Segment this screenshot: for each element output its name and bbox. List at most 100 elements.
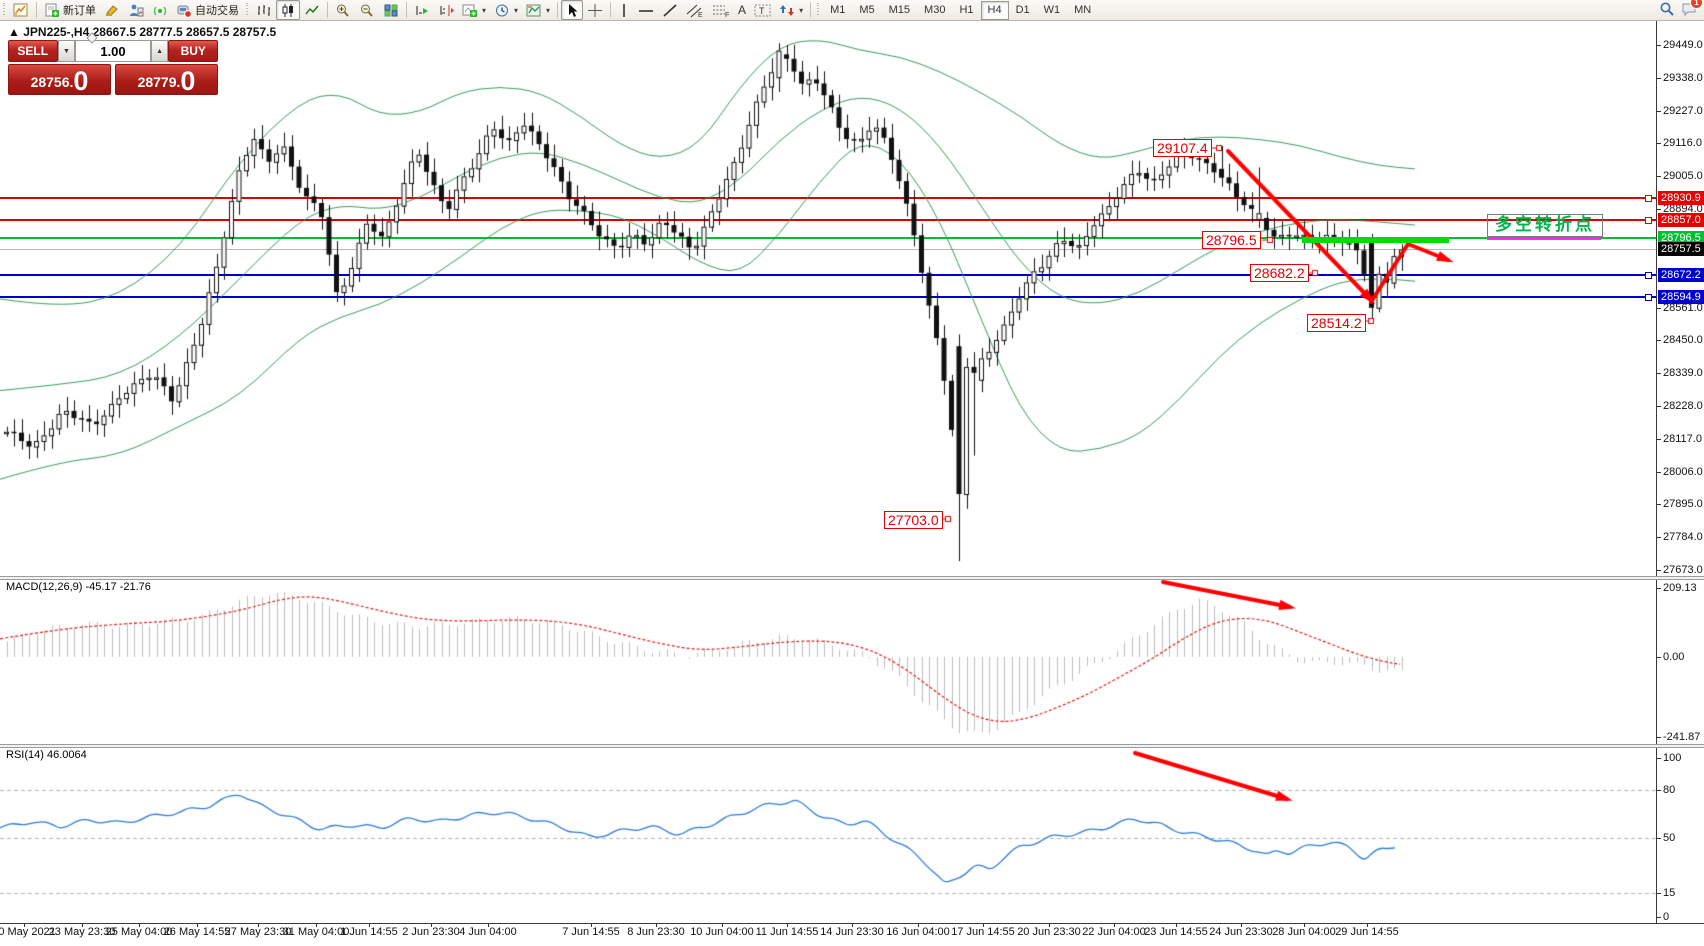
toolbar-grip[interactable] (816, 3, 822, 17)
timeframe-h1[interactable]: H1 (959, 3, 974, 16)
zoom-out-button[interactable] (355, 0, 379, 20)
periods-button[interactable]: ▾ (490, 0, 522, 20)
bar-chart-icon (256, 3, 272, 18)
buy-price: 28779 (137, 74, 177, 90)
hline-28594.9[interactable] (0, 296, 1656, 299)
templates-button[interactable]: ▾ (522, 0, 554, 20)
auto-scroll-button[interactable] (410, 0, 434, 20)
crosshair-tool-button[interactable] (583, 0, 607, 20)
macd-tick-label: -241.87 (1663, 731, 1701, 743)
axis-tick (1657, 176, 1661, 177)
main-toolbar: 新订单 自动交易 ▾ ▾ ▾ E F A T ▾ (0, 0, 1704, 21)
buy-price-button[interactable]: 28779. 0 (115, 64, 218, 95)
vertical-line-tool-button[interactable] (614, 0, 634, 20)
time-label: 11 Jun 14:55 (755, 926, 819, 938)
rsi-tick-label: 50 (1663, 832, 1676, 844)
price-tag-28672.2: 28672.2 (1658, 267, 1704, 282)
price-tick-label: 27895.0 (1663, 498, 1703, 510)
person-chart-icon (128, 3, 144, 18)
crosshair-icon (587, 3, 603, 18)
fibonacci-tool-button[interactable]: F (708, 0, 734, 20)
autotrade-button[interactable]: 自动交易 (172, 0, 243, 20)
notifications-button[interactable]: 1 (1681, 0, 1703, 20)
axis-tick (1657, 838, 1661, 839)
collapse-arrow-icon[interactable]: ▲ (8, 25, 20, 39)
chart-shift-button[interactable] (434, 0, 458, 20)
styler-button[interactable] (100, 0, 124, 20)
price-note-28514.2[interactable]: 28514.2 (1307, 314, 1366, 332)
arrows-tool-button[interactable]: ▾ (775, 0, 807, 20)
zoom-out-icon (359, 3, 375, 18)
axis-tick (1657, 439, 1661, 440)
timeframe-m15[interactable]: M15 (888, 3, 911, 16)
buy-button[interactable]: BUY (168, 40, 219, 62)
toolbar-grip[interactable] (245, 3, 250, 17)
price-note-28796.5[interactable]: 28796.5 (1202, 231, 1261, 249)
new-order-button[interactable]: 新订单 (40, 0, 100, 20)
zoom-in-button[interactable] (331, 0, 355, 20)
timeframe-d1[interactable]: D1 (1015, 3, 1030, 16)
volume-input[interactable]: 1.00 (75, 40, 151, 62)
timeframe-w1[interactable]: W1 (1043, 3, 1061, 16)
price-note-28682.2[interactable]: 28682.2 (1250, 264, 1309, 282)
sell-price-button[interactable]: 28756. 0 (8, 64, 111, 95)
axis-tick (1657, 340, 1661, 341)
panel-separator-macd[interactable] (0, 576, 1704, 580)
hline-28757.5[interactable] (0, 248, 1656, 250)
line-handle[interactable] (1645, 271, 1652, 279)
timeframe-m30[interactable]: M30 (924, 3, 946, 16)
axis-tick (1657, 406, 1661, 407)
horizontal-line-tool-button[interactable] (634, 0, 658, 20)
timeframe-m5[interactable]: M5 (859, 3, 875, 16)
channel-sub-label: E (698, 12, 703, 18)
time-label: 16 Jun 04:00 (886, 926, 950, 938)
price-tick-label: 29227.0 (1663, 105, 1703, 117)
cursor-icon (565, 3, 579, 18)
new-chart-button[interactable] (9, 0, 33, 20)
search-icon[interactable] (1659, 1, 1675, 20)
market-watch-button[interactable] (124, 0, 148, 20)
rsi-tick-label: 100 (1663, 752, 1682, 764)
line-handle[interactable] (1645, 195, 1652, 203)
axis-tick (1657, 588, 1661, 589)
axis-tick (1657, 657, 1661, 658)
time-label: 24 Jun 23:30 (1209, 926, 1273, 938)
rsi-tick-label: 80 (1663, 784, 1676, 796)
indicators-button[interactable]: ▾ (458, 0, 490, 20)
price-note-29107.4[interactable]: 29107.4 (1153, 139, 1212, 157)
volume-decrease-button[interactable]: ▼ (57, 40, 76, 62)
timeframe-h4[interactable]: H4 (980, 0, 1009, 20)
timeframe-bar: M1 M5 M15 M30 H1 H4 D1 W1 MN (823, 0, 1098, 20)
signal-button[interactable] (148, 0, 172, 20)
candle-chart-button[interactable] (276, 0, 300, 20)
time-label: 17 Jun 14:55 (951, 926, 1015, 938)
text-tool-button[interactable]: A (734, 0, 750, 20)
tile-windows-button[interactable] (379, 0, 403, 20)
text-label-tool-button[interactable]: T (750, 0, 775, 20)
line-handle[interactable] (1645, 217, 1652, 224)
chevron-down-icon: ▾ (799, 5, 804, 15)
support-zone-bar[interactable] (1302, 237, 1449, 243)
price-tick-label: 28117.0 (1663, 433, 1702, 445)
panel-separator-rsi[interactable] (0, 744, 1704, 748)
chart-canvas[interactable] (0, 21, 1704, 946)
cn-note-textbox[interactable]: 多空转折点 (1487, 214, 1603, 237)
timeframe-mn[interactable]: MN (1074, 3, 1092, 16)
cursor-tool-button[interactable] (561, 0, 584, 20)
trendline-tool-button[interactable] (658, 0, 682, 20)
channel-tool-button[interactable]: E (682, 0, 708, 20)
sell-button[interactable]: SELL (8, 40, 58, 62)
toolbar-grip[interactable] (2, 3, 7, 17)
bar-chart-button[interactable] (252, 0, 276, 20)
hline-28930.9[interactable] (0, 197, 1656, 200)
line-chart-button[interactable] (300, 0, 324, 20)
hline-28857[interactable] (0, 219, 1656, 221)
axis-tick (1657, 209, 1661, 210)
timeframe-m1[interactable]: M1 (830, 3, 846, 16)
price-tick-label: 28228.0 (1663, 400, 1703, 412)
price-note-27703.0[interactable]: 27703.0 (884, 511, 943, 529)
volume-increase-button[interactable]: ▲ (150, 40, 169, 62)
notification-badge: 1 (1690, 0, 1703, 9)
hline-28672.2[interactable] (0, 273, 1656, 276)
line-handle[interactable] (1645, 294, 1652, 302)
